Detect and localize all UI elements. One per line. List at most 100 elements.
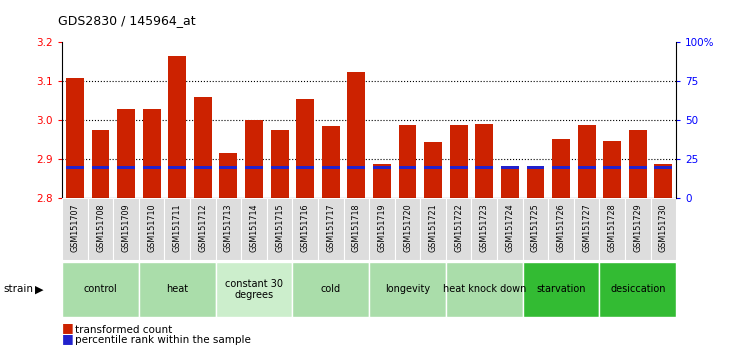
Bar bbox=[347, 166, 366, 169]
Bar bbox=[139, 198, 164, 260]
Bar bbox=[143, 109, 161, 198]
Bar bbox=[424, 166, 442, 169]
Text: GSM151708: GSM151708 bbox=[96, 203, 105, 252]
Bar bbox=[552, 139, 570, 198]
Bar bbox=[398, 166, 417, 169]
Bar bbox=[292, 262, 369, 317]
Bar bbox=[292, 198, 318, 260]
Bar bbox=[599, 262, 676, 317]
Bar bbox=[139, 262, 216, 317]
Bar bbox=[574, 198, 599, 260]
Bar bbox=[347, 72, 366, 198]
Text: GSM151728: GSM151728 bbox=[607, 203, 617, 252]
Bar bbox=[450, 125, 468, 198]
Bar bbox=[344, 198, 369, 260]
Text: GSM151719: GSM151719 bbox=[377, 203, 387, 252]
Text: GSM151724: GSM151724 bbox=[505, 203, 515, 252]
Text: starvation: starvation bbox=[537, 284, 586, 295]
Bar bbox=[629, 166, 647, 169]
Bar bbox=[395, 198, 420, 260]
Bar bbox=[552, 166, 570, 169]
Bar bbox=[66, 166, 84, 169]
Bar bbox=[91, 130, 110, 198]
Text: GDS2830 / 145964_at: GDS2830 / 145964_at bbox=[58, 14, 196, 27]
Bar bbox=[625, 198, 651, 260]
Bar bbox=[216, 262, 292, 317]
Text: heat: heat bbox=[166, 284, 189, 295]
Text: GSM151725: GSM151725 bbox=[531, 203, 540, 252]
Bar bbox=[501, 166, 519, 198]
Text: constant 30
degrees: constant 30 degrees bbox=[225, 279, 283, 300]
Bar bbox=[424, 142, 442, 198]
Bar bbox=[245, 166, 263, 169]
Bar bbox=[190, 198, 216, 260]
Text: GSM151714: GSM151714 bbox=[249, 203, 259, 252]
Bar bbox=[322, 126, 340, 198]
Bar bbox=[475, 124, 493, 198]
Text: GSM151720: GSM151720 bbox=[403, 203, 412, 252]
Bar bbox=[88, 198, 113, 260]
Bar bbox=[654, 166, 673, 169]
Bar bbox=[526, 166, 545, 169]
Text: cold: cold bbox=[321, 284, 341, 295]
Bar bbox=[526, 168, 545, 198]
Bar bbox=[501, 166, 519, 169]
Bar bbox=[219, 166, 238, 169]
Text: GSM151713: GSM151713 bbox=[224, 203, 233, 252]
Bar bbox=[270, 166, 289, 169]
Text: ■: ■ bbox=[62, 321, 74, 335]
Text: strain: strain bbox=[4, 284, 34, 295]
Text: ▶: ▶ bbox=[35, 284, 44, 295]
Bar bbox=[168, 166, 186, 169]
Bar bbox=[322, 166, 340, 169]
Bar bbox=[318, 198, 344, 260]
Text: GSM151712: GSM151712 bbox=[198, 203, 208, 252]
Text: GSM151727: GSM151727 bbox=[582, 203, 591, 252]
Bar bbox=[603, 141, 621, 198]
Bar bbox=[523, 198, 548, 260]
Bar bbox=[599, 198, 625, 260]
Text: GSM151723: GSM151723 bbox=[480, 203, 489, 252]
Bar bbox=[548, 198, 574, 260]
Bar bbox=[91, 166, 110, 169]
Bar bbox=[471, 198, 497, 260]
Bar bbox=[475, 166, 493, 169]
Bar bbox=[369, 262, 446, 317]
Text: GSM151718: GSM151718 bbox=[352, 203, 361, 252]
Text: GSM151721: GSM151721 bbox=[428, 203, 438, 252]
Bar bbox=[143, 166, 161, 169]
Text: GSM151729: GSM151729 bbox=[633, 203, 643, 252]
Bar bbox=[270, 130, 289, 198]
Bar bbox=[296, 166, 314, 169]
Bar bbox=[62, 262, 139, 317]
Text: desiccation: desiccation bbox=[610, 284, 665, 295]
Text: GSM151709: GSM151709 bbox=[121, 203, 131, 252]
Bar bbox=[369, 198, 395, 260]
Bar bbox=[194, 166, 212, 169]
Bar bbox=[62, 198, 88, 260]
Text: ■: ■ bbox=[62, 332, 74, 345]
Bar bbox=[577, 166, 596, 169]
Text: control: control bbox=[83, 284, 118, 295]
Bar bbox=[577, 125, 596, 198]
Text: percentile rank within the sample: percentile rank within the sample bbox=[75, 335, 251, 345]
Bar bbox=[66, 78, 84, 198]
Text: GSM151717: GSM151717 bbox=[326, 203, 336, 252]
Text: GSM151711: GSM151711 bbox=[173, 203, 182, 252]
Bar bbox=[654, 164, 673, 198]
Bar bbox=[267, 198, 292, 260]
Bar bbox=[373, 166, 391, 169]
Bar bbox=[651, 198, 676, 260]
Text: GSM151707: GSM151707 bbox=[70, 203, 80, 252]
Bar bbox=[245, 120, 263, 198]
Bar bbox=[523, 262, 599, 317]
Bar bbox=[497, 198, 523, 260]
Bar bbox=[117, 109, 135, 198]
Text: heat knock down: heat knock down bbox=[442, 284, 526, 295]
Bar bbox=[398, 125, 417, 198]
Bar bbox=[219, 154, 238, 198]
Text: GSM151716: GSM151716 bbox=[300, 203, 310, 252]
Bar bbox=[446, 198, 471, 260]
Text: longevity: longevity bbox=[385, 284, 430, 295]
Bar bbox=[113, 198, 139, 260]
